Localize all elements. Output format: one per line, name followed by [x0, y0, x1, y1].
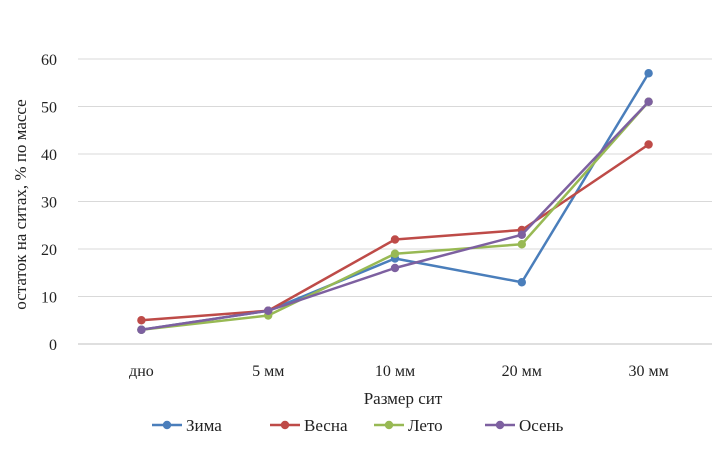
y-tick-label: 20	[41, 242, 57, 259]
data-point	[517, 240, 526, 249]
data-point	[264, 306, 273, 315]
data-point	[644, 69, 653, 78]
legend-item: Осень	[485, 416, 564, 435]
data-point	[390, 235, 400, 244]
y-tick-label: 30	[41, 195, 57, 212]
data-point	[390, 263, 400, 273]
data-point	[517, 278, 526, 287]
legend-marker	[495, 420, 505, 430]
x-tick-label: 20 мм	[502, 363, 542, 380]
gridlines	[78, 58, 712, 297]
data-point	[137, 325, 146, 334]
legend-marker	[384, 420, 394, 430]
y-tick-label: 10	[41, 290, 57, 307]
series-line	[141, 100, 650, 331]
legend-item: Лето	[374, 416, 443, 435]
y-tick-label: 40	[41, 147, 57, 164]
x-axis-ticks: дно 5 мм 10 мм 20 мм 30 мм	[129, 363, 669, 380]
legend-label: Зима	[186, 416, 222, 435]
x-tick-label: 5 мм	[252, 363, 284, 380]
x-axis-title: Размер сит	[364, 389, 443, 408]
series-group	[137, 69, 653, 334]
y-tick-label: 50	[41, 100, 57, 117]
x-tick-label: дно	[129, 363, 154, 380]
y-axis-ticks: 0 10 20 30 40 50 60	[41, 52, 57, 354]
legend-label: Лето	[408, 416, 443, 435]
legend-label: Осень	[519, 416, 564, 435]
data-point	[517, 230, 526, 239]
legend-label: Весна	[304, 416, 348, 435]
series-4	[137, 97, 653, 334]
series-line	[141, 100, 650, 331]
data-point	[644, 140, 653, 149]
legend-marker	[280, 420, 290, 430]
x-tick-label: 10 мм	[375, 363, 415, 380]
y-tick-label: 0	[49, 337, 57, 354]
data-point	[644, 97, 653, 106]
data-point	[137, 316, 146, 325]
data-point	[390, 249, 400, 258]
y-axis-title: остаток на ситах, % по массе	[11, 99, 30, 309]
x-tick-label: 30 мм	[628, 363, 668, 380]
y-tick-label: 60	[41, 52, 57, 69]
series-3	[137, 97, 653, 334]
legend-item: Зима	[152, 416, 222, 435]
legend-item: Весна	[270, 416, 348, 435]
series-line	[141, 143, 650, 322]
legend-marker	[162, 420, 172, 430]
legend: Зима Весна Лето Осень	[152, 416, 564, 435]
